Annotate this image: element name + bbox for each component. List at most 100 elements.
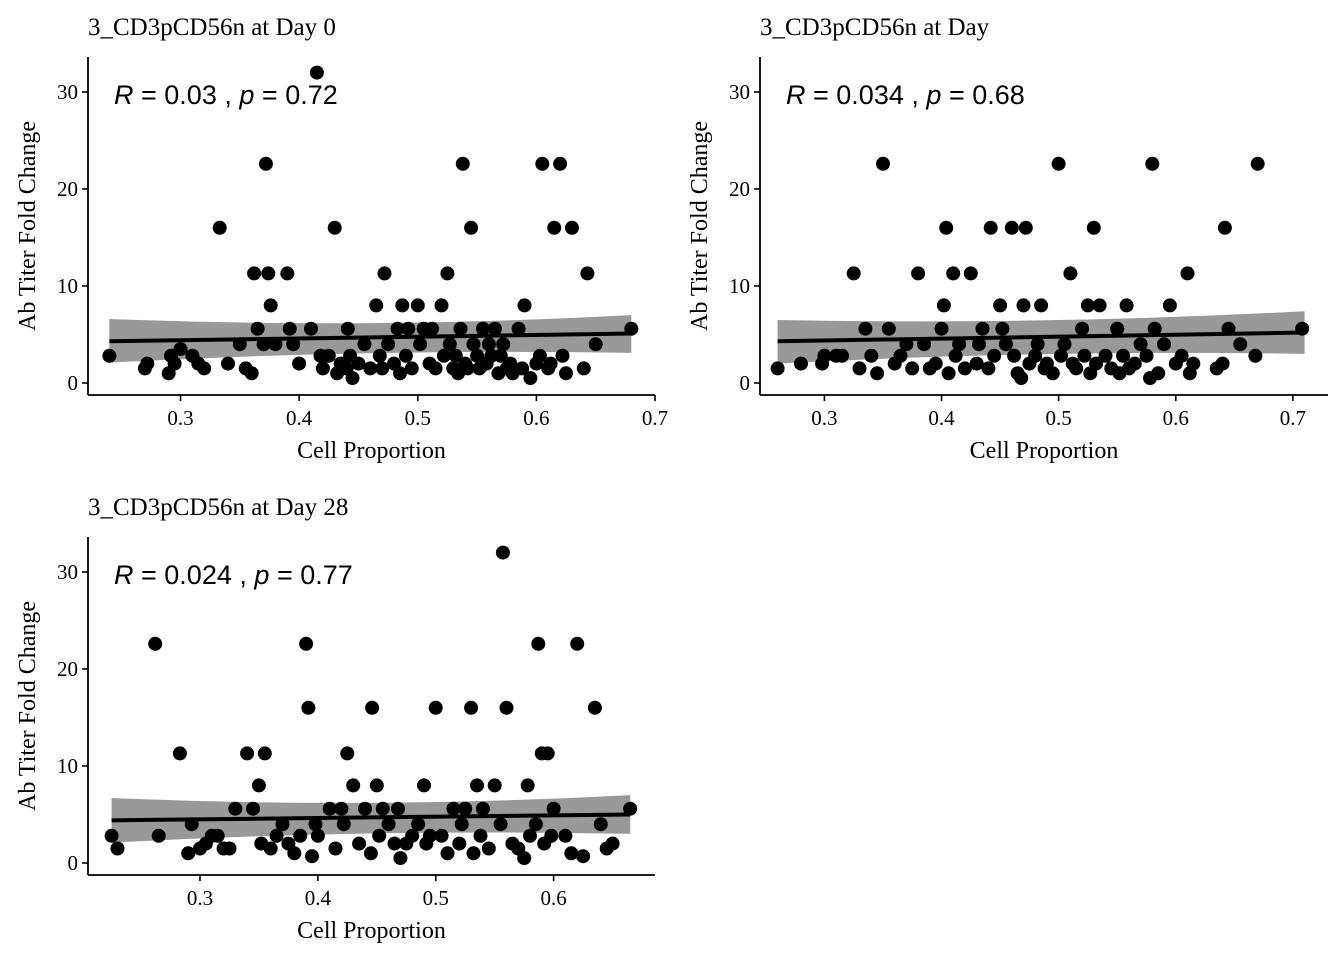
- data-point: [1089, 356, 1104, 371]
- data-point: [939, 220, 954, 235]
- data-point: [336, 817, 351, 832]
- data-point: [1077, 348, 1092, 363]
- data-point: [434, 298, 449, 313]
- data-point: [246, 801, 260, 816]
- x-axis-label: Cell Proportion: [297, 918, 446, 944]
- x-tick-label: 0.4: [928, 406, 955, 430]
- data-point: [401, 321, 416, 336]
- data-point: [1075, 321, 1090, 336]
- data-points: [104, 545, 638, 866]
- data-point: [250, 321, 265, 336]
- data-point: [623, 801, 638, 816]
- data-point: [535, 156, 550, 171]
- data-point: [446, 801, 461, 816]
- x-tick-label: 0.6: [1163, 406, 1189, 430]
- data-point: [553, 156, 568, 171]
- data-point: [515, 361, 530, 376]
- data-point: [846, 266, 861, 281]
- data-point: [1180, 266, 1195, 281]
- data-point: [210, 828, 225, 843]
- data-point: [428, 700, 443, 715]
- data-point: [258, 156, 273, 171]
- stat-text: [904, 80, 912, 110]
- data-point: [417, 778, 431, 793]
- y-tick-label: 0: [68, 371, 79, 395]
- data-point: [1080, 298, 1095, 313]
- data-point: [442, 337, 457, 352]
- data-point: [876, 156, 890, 171]
- y-tick-label: 10: [57, 274, 78, 298]
- stat-sep: ,: [239, 560, 247, 590]
- stat-r-value: 0.03: [164, 80, 217, 110]
- correlation-annotation: R = 0.034 , p = 0.68: [786, 80, 1025, 110]
- data-point: [151, 828, 166, 843]
- data-point: [263, 298, 278, 313]
- data-point: [1004, 220, 1019, 235]
- data-point: [532, 348, 547, 363]
- data-point: [957, 361, 972, 376]
- y-axis-label: Ab Titer Fold Change: [15, 121, 41, 331]
- data-point: [221, 356, 235, 371]
- data-point: [1215, 356, 1230, 371]
- data-point: [257, 746, 272, 761]
- x-tick-label: 0.7: [642, 406, 668, 430]
- data-point: [256, 337, 271, 352]
- stat-text: [232, 560, 240, 590]
- data-point: [1034, 298, 1049, 313]
- data-point: [358, 801, 372, 816]
- data-point: [398, 348, 413, 363]
- data-point: [523, 828, 537, 843]
- data-point: [1162, 298, 1177, 313]
- data-point: [466, 337, 481, 352]
- data-point: [377, 266, 392, 281]
- data-point: [172, 746, 187, 761]
- data-point: [817, 348, 832, 363]
- stat-sep: ,: [224, 80, 232, 110]
- data-point: [948, 348, 963, 363]
- data-point: [292, 356, 307, 371]
- data-point: [310, 828, 325, 843]
- data-point: [794, 356, 808, 371]
- data-point: [263, 841, 278, 856]
- data-point: [440, 266, 455, 281]
- data-point: [470, 348, 485, 363]
- data-point: [286, 337, 301, 352]
- data-point: [1098, 348, 1113, 363]
- data-point: [858, 321, 873, 336]
- data-point: [391, 801, 405, 816]
- data-point: [835, 348, 849, 363]
- data-point: [588, 337, 603, 352]
- data-point: [173, 342, 188, 357]
- data-point: [1250, 156, 1265, 171]
- x-tick-label: 0.3: [187, 886, 213, 910]
- y-tick-label: 0: [740, 371, 751, 395]
- stat-p-symbol: p: [925, 80, 941, 110]
- data-point: [405, 828, 420, 843]
- data-point: [387, 836, 402, 851]
- x-tick-label: 0.3: [811, 406, 837, 430]
- panel-title: 3_CD3pCD56n at Day: [760, 14, 990, 41]
- data-point: [1028, 348, 1043, 363]
- data-point: [232, 337, 247, 352]
- data-point: [905, 361, 920, 376]
- data-point: [1063, 266, 1078, 281]
- data-point: [1119, 298, 1134, 313]
- data-point: [1014, 371, 1029, 386]
- data-point: [321, 348, 336, 363]
- data-point: [228, 801, 243, 816]
- data-point: [1030, 337, 1045, 352]
- data-point: [244, 366, 259, 381]
- data-point: [487, 778, 502, 793]
- data-point: [464, 220, 479, 235]
- x-tick-label: 0.6: [540, 886, 566, 910]
- data-point: [934, 321, 949, 336]
- data-point: [495, 545, 510, 560]
- data-point: [481, 337, 496, 352]
- data-point: [428, 361, 443, 376]
- data-point: [893, 348, 908, 363]
- data-point: [555, 348, 570, 363]
- data-point: [110, 841, 125, 856]
- data-point: [268, 337, 283, 352]
- data-point: [576, 849, 591, 864]
